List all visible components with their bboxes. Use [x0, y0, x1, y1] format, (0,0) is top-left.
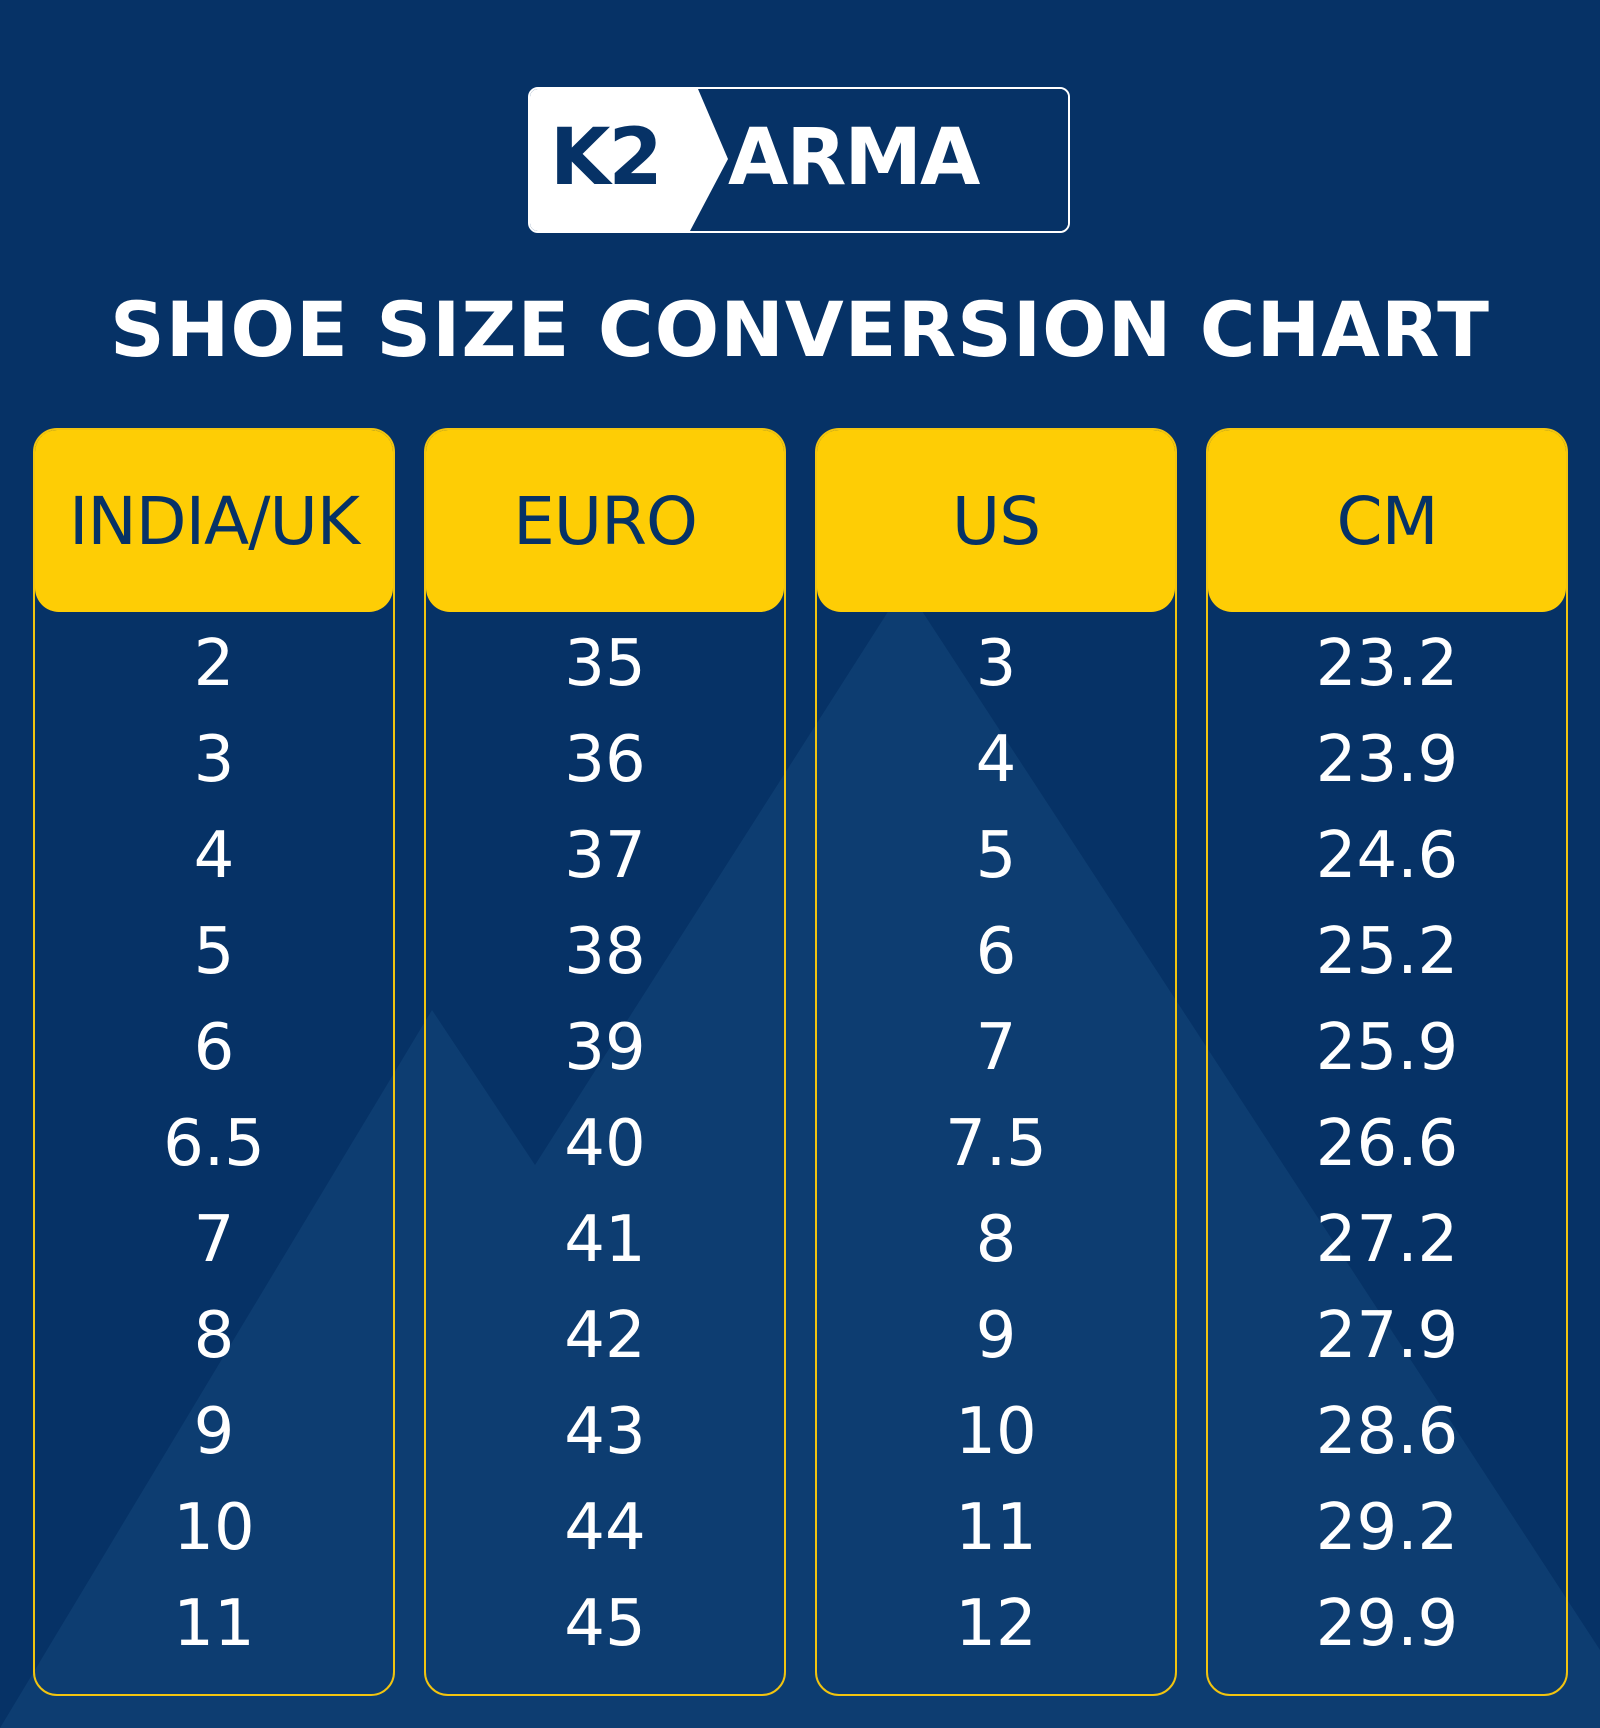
size-cell: 26.6 — [1315, 1107, 1459, 1181]
column-values-euro: 35 36 37 38 39 40 41 42 43 44 45 — [426, 612, 784, 1672]
column-values-cm: 23.2 23.9 24.6 25.2 25.9 26.6 27.2 27.9 … — [1208, 612, 1566, 1672]
size-cell: 11 — [955, 1491, 1037, 1565]
column-header-euro: EURO — [426, 430, 784, 612]
size-cell: 24.6 — [1315, 819, 1459, 893]
size-cell: 4 — [193, 819, 235, 893]
size-cell: 7.5 — [945, 1107, 1047, 1181]
size-cell: 8 — [975, 1203, 1017, 1277]
size-cell: 36 — [564, 723, 646, 797]
size-cell: 11 — [173, 1587, 255, 1661]
size-cell: 29.2 — [1315, 1491, 1459, 1565]
size-cell: 38 — [564, 915, 646, 989]
size-cell: 39 — [564, 1011, 646, 1085]
logo-background — [530, 89, 1068, 231]
column-header-us: US — [817, 430, 1175, 612]
size-cell: 23.2 — [1315, 627, 1459, 701]
column-header-india-uk: INDIA/UK — [35, 430, 393, 612]
size-cell: 41 — [564, 1203, 646, 1277]
size-cell: 43 — [564, 1395, 646, 1469]
size-cell: 45 — [564, 1587, 646, 1661]
size-cell: 5 — [193, 915, 235, 989]
size-cell: 10 — [173, 1491, 255, 1565]
size-cell: 35 — [564, 627, 646, 701]
size-cell: 42 — [564, 1299, 646, 1373]
column-values-us: 3 4 5 6 7 7.5 8 9 10 11 12 — [817, 612, 1175, 1672]
size-cell: 5 — [975, 819, 1017, 893]
size-cell: 9 — [975, 1299, 1017, 1373]
column-us: US 3 4 5 6 7 7.5 8 9 10 11 12 — [815, 428, 1177, 1696]
size-cell: 27.9 — [1315, 1299, 1459, 1373]
column-euro: EURO 35 36 37 38 39 40 41 42 43 44 45 — [424, 428, 786, 1696]
size-cell: 3 — [975, 627, 1017, 701]
size-cell: 3 — [193, 723, 235, 797]
size-cell: 40 — [564, 1107, 646, 1181]
logo-text-k2: K2 — [550, 113, 663, 203]
size-cell: 25.2 — [1315, 915, 1459, 989]
column-india-uk: INDIA/UK 2 3 4 5 6 6.5 7 8 9 10 11 — [33, 428, 395, 1696]
size-cell: 44 — [564, 1491, 646, 1565]
size-cell: 6 — [975, 915, 1017, 989]
size-cell: 25.9 — [1315, 1011, 1459, 1085]
k2-arma-logo: K2 ARMA — [528, 87, 1070, 233]
size-cell: 8 — [193, 1299, 235, 1373]
size-cell: 37 — [564, 819, 646, 893]
size-cell: 7 — [975, 1011, 1017, 1085]
page-title: SHOE SIZE CONVERSION CHART — [110, 285, 1490, 374]
size-cell: 7 — [193, 1203, 235, 1277]
column-cm: CM 23.2 23.9 24.6 25.2 25.9 26.6 27.2 27… — [1206, 428, 1568, 1696]
size-cell: 27.2 — [1315, 1203, 1459, 1277]
size-cell: 28.6 — [1315, 1395, 1459, 1469]
size-cell: 9 — [193, 1395, 235, 1469]
size-cell: 2 — [193, 627, 235, 701]
size-cell: 23.9 — [1315, 723, 1459, 797]
size-cell: 4 — [975, 723, 1017, 797]
size-cell: 12 — [955, 1587, 1037, 1661]
size-cell: 10 — [955, 1395, 1037, 1469]
size-cell: 6.5 — [163, 1107, 265, 1181]
column-header-cm: CM — [1208, 430, 1566, 612]
size-cell: 29.9 — [1315, 1587, 1459, 1661]
size-cell: 6 — [193, 1011, 235, 1085]
column-values-india-uk: 2 3 4 5 6 6.5 7 8 9 10 11 — [35, 612, 393, 1672]
logo-text-arma: ARMA — [728, 113, 980, 203]
